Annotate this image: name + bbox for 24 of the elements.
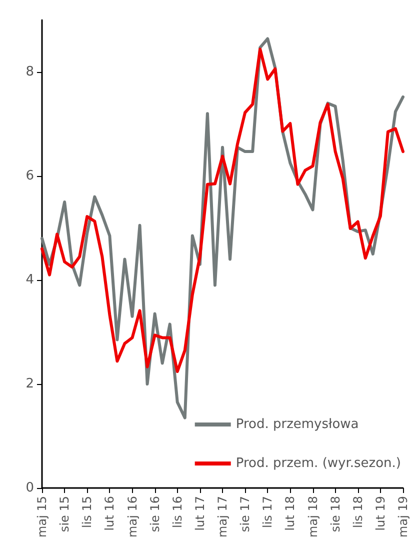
x-tick-label: lis 16: [170, 496, 184, 528]
y-tick-label: 6: [26, 168, 34, 184]
y-tick-label: 0: [26, 480, 34, 496]
legend-label: Prod. przemysłowa: [236, 417, 359, 432]
y-tick-label: 2: [26, 376, 34, 392]
x-tick-label: lis 18: [350, 496, 365, 528]
x-tick-label: lut 16: [102, 496, 117, 531]
legend-label: Prod. przem. (wyr.sezon.): [236, 456, 402, 471]
x-tick-label: maj 19: [396, 496, 410, 538]
x-tick-label: lis 17: [260, 496, 275, 528]
x-tick-label: sie 16: [148, 496, 162, 532]
y-tick-label: 4: [26, 272, 34, 288]
x-tick-label: sie 18: [328, 496, 342, 532]
y-tick-label: 8: [26, 64, 34, 80]
x-tick-label: sie 17: [238, 496, 252, 532]
x-tick-label: maj 17: [216, 496, 230, 538]
x-tick-label: lut 17: [192, 496, 207, 531]
x-tick-label: maj 16: [125, 496, 140, 538]
x-tick-label: lis 15: [80, 496, 94, 528]
x-tick-label: maj 15: [35, 496, 49, 538]
x-tick-label: lut 18: [283, 496, 298, 531]
x-tick-label: sie 15: [58, 496, 72, 532]
x-tick-label: maj 18: [306, 496, 320, 538]
x-tick-label: lut 19: [373, 496, 388, 531]
